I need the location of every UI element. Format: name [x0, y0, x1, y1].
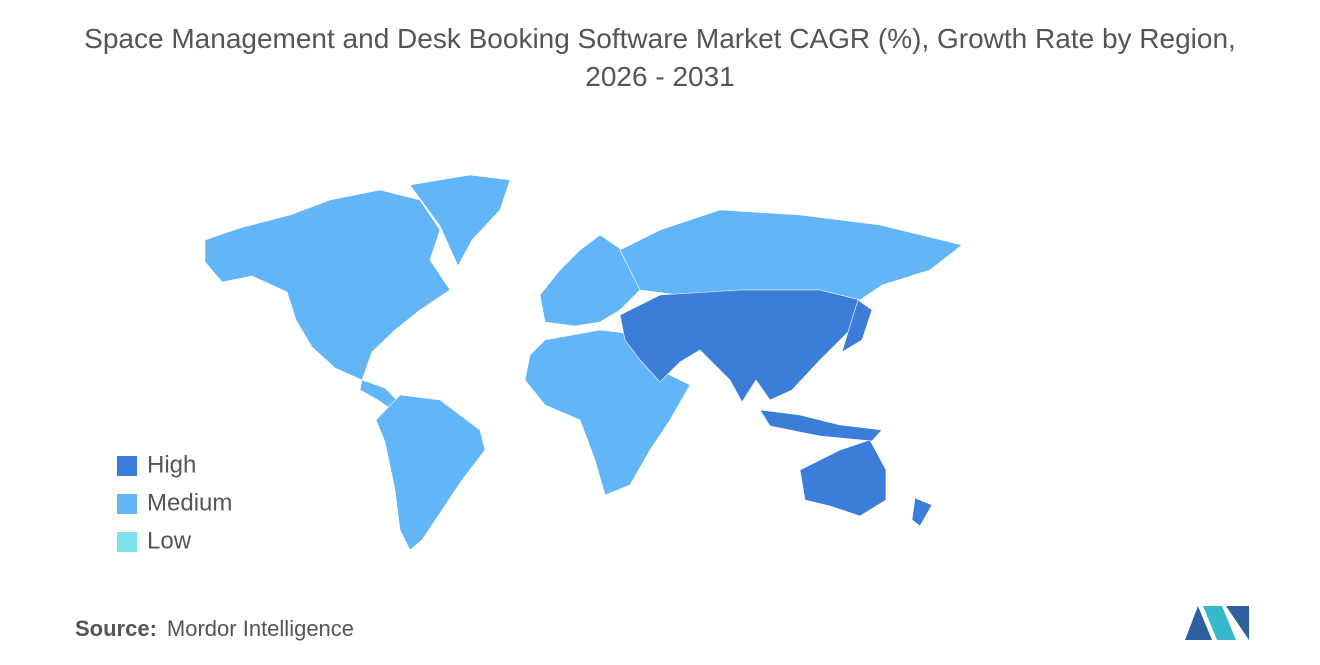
- legend-label: High: [147, 451, 196, 478]
- world-map: [204, 174, 963, 551]
- russia: [619, 209, 963, 301]
- logo-shape: [1185, 606, 1212, 640]
- logo: [1185, 606, 1249, 640]
- title-line: Space Management and Desk Booking Softwa…: [84, 23, 1236, 54]
- legend-swatch: [117, 532, 137, 552]
- southeast-asia: [759, 409, 883, 442]
- legend: High Medium Low: [117, 451, 232, 554]
- source-label: Source:: [75, 616, 157, 641]
- australia: [799, 439, 887, 517]
- asia: [619, 289, 861, 403]
- new-zealand: [911, 497, 933, 527]
- source-text: Mordor Intelligence: [167, 616, 354, 641]
- title-line: 2026 - 2031: [585, 61, 734, 92]
- greenland: [409, 174, 511, 267]
- legend-label: Medium: [147, 489, 232, 516]
- south-america: [375, 394, 486, 551]
- source: Source: Mordor Intelligence: [75, 616, 354, 641]
- legend-swatch: [117, 494, 137, 514]
- legend-label: Low: [147, 527, 192, 554]
- japan: [841, 299, 873, 353]
- logo-shape: [1226, 606, 1249, 640]
- north-america: [204, 189, 451, 381]
- logo-shape: [1203, 606, 1236, 640]
- legend-swatch: [117, 456, 137, 476]
